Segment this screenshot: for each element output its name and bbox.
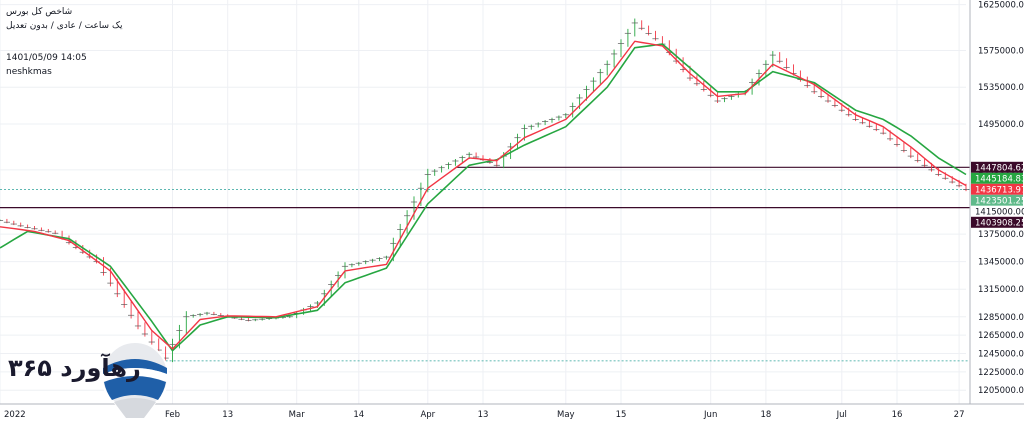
- price-label-text: 1415000.00: [975, 207, 1024, 217]
- price-tick-label: 1205000.00: [978, 386, 1024, 396]
- time-tick-label: Jun: [703, 410, 717, 420]
- time-axis[interactable]: 2022 Feb 13 Mar 14 Apr 13 May 15 Jun 18 Jul 16 27: [4, 410, 965, 420]
- time-tick-label: May: [557, 410, 575, 420]
- chart-author: neshkmas: [6, 67, 52, 77]
- price-label: 1403908.25: [971, 216, 1024, 228]
- time-tick-label: Jul: [836, 410, 847, 420]
- time-tick-label: 13: [478, 410, 489, 420]
- time-tick-label: 15: [616, 410, 627, 420]
- price-label: 1423501.25: [971, 194, 1024, 206]
- chart-datetime: 1401/05/09 14:05: [6, 53, 87, 63]
- chart-series: [0, 18, 970, 363]
- price-tick-label: 1575000.00: [978, 47, 1024, 57]
- price-label-text: 1403908.25: [975, 218, 1024, 228]
- time-tick-label: Apr: [420, 410, 435, 420]
- price-tick-label: 1345000.00: [978, 258, 1024, 268]
- price-label-bg: [971, 183, 1023, 195]
- price-tick-label: 1245000.00: [978, 350, 1024, 360]
- price-tick-label: 1495000.00: [978, 120, 1024, 130]
- price-label-text: 1445184.83: [975, 174, 1024, 184]
- fast-ma-line[interactable]: [0, 40, 967, 350]
- price-label-bg: [971, 161, 1023, 173]
- price-tick-label: 1375000.00: [978, 230, 1024, 240]
- price-label-bg: [971, 205, 1023, 217]
- price-label-bg: [971, 194, 1023, 206]
- time-tick-label: 27: [954, 410, 965, 420]
- price-label-text: 1436713.97: [975, 185, 1024, 195]
- price-label: 1436713.97: [971, 183, 1024, 195]
- price-label: 1445184.83: [971, 172, 1024, 184]
- price-tick-label: 1225000.00: [978, 368, 1024, 378]
- price-tick-label: 1625000.00: [978, 1, 1024, 11]
- price-label-text: 1447804.62: [975, 163, 1024, 173]
- time-tick-label: Feb: [165, 410, 180, 420]
- price-tick-label: 1265000.00: [978, 331, 1024, 341]
- price-label-bg: [971, 172, 1023, 184]
- chart-subtitle: یک ساعت / عادی / بدون تعدیل: [6, 21, 123, 31]
- price-tick-label: 1535000.00: [978, 83, 1024, 93]
- price-label-text: 1423501.25: [975, 196, 1024, 206]
- time-tick-label: 13: [222, 410, 233, 420]
- time-tick-label: 16: [892, 410, 903, 420]
- balloon-icon: [101, 341, 169, 418]
- time-tick-label: 14: [353, 410, 364, 420]
- time-tick-label: 2022: [4, 410, 26, 420]
- price-label: 1415000.00: [971, 205, 1024, 217]
- watermark-logo: رهآورد ۳۶۵: [4, 340, 174, 425]
- watermark-text: رهآورد ۳۶۵: [8, 354, 141, 382]
- price-label-bg: [971, 216, 1023, 228]
- price-tick-label: 1285000.00: [978, 313, 1024, 323]
- price-tick-label: 1315000.00: [978, 285, 1024, 295]
- price-bars: [0, 18, 970, 363]
- time-tick-label: Mar: [289, 410, 306, 420]
- time-tick-label: 18: [760, 410, 771, 420]
- horizontal-lines: [0, 166, 970, 362]
- price-labels: 1447804.621445184.831436713.971423501.25…: [971, 161, 1024, 228]
- chart-title: شاخص کل بورس: [6, 7, 73, 17]
- price-label: 1447804.62: [971, 161, 1024, 173]
